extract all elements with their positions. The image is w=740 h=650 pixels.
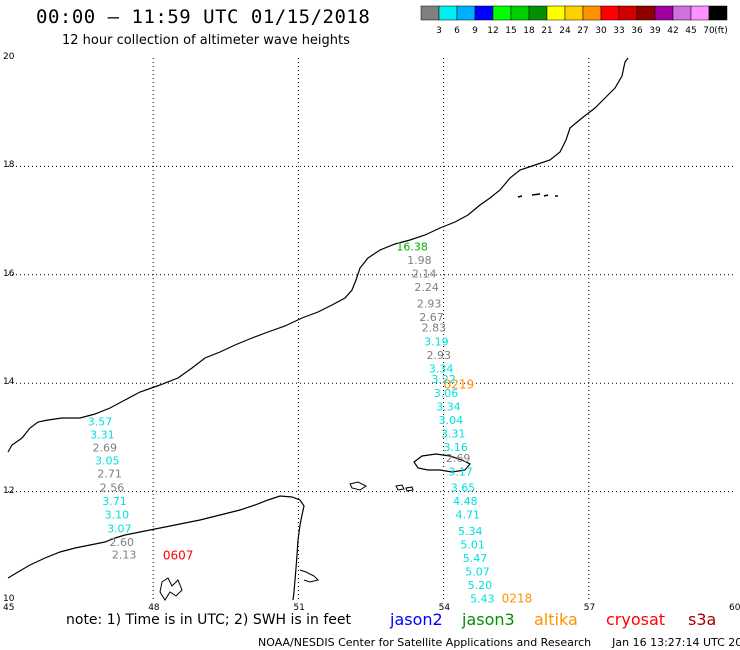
abd-al-kuri-island [349, 481, 367, 491]
kuria-muria-islands [517, 193, 558, 198]
wave-height-value: 2.60 [109, 536, 134, 549]
wave-height-value: 2.71 [97, 468, 122, 481]
wave-height-value: 3.19 [424, 335, 449, 348]
pass-time-label: 0218 [502, 592, 533, 606]
wave-height-value: 3.34 [429, 362, 454, 375]
wave-height-value: 3.05 [95, 455, 120, 468]
african-coastline [7, 495, 305, 601]
wave-height-value: 3.10 [105, 509, 130, 522]
wave-height-value: 2.69 [93, 441, 118, 454]
legend-label: 18 [523, 26, 535, 36]
arabian-coastline [7, 57, 629, 453]
wave-height-value: 2.93 [417, 297, 442, 310]
x-tick-label: 45 [3, 603, 15, 613]
pass-time-label: 0219 [444, 378, 475, 392]
legend-swatch [708, 5, 728, 21]
legend-unit: (ft) [714, 26, 728, 36]
graticule-grid [8, 58, 734, 600]
wave-height-value: 3.17 [448, 465, 473, 478]
altimeter-tracks: 16.381.982.142.242.932.672.833.192.933.3… [88, 240, 533, 605]
wave-height-value: 3.31 [441, 427, 466, 440]
x-tick-label: 51 [293, 603, 305, 613]
legend-label: 36 [631, 26, 643, 36]
wave-height-value: 16.38 [396, 240, 428, 253]
color-legend: 3 6 9 12 15 18 21 24 27 30 33 36 39 42 45 70 (ft) [420, 5, 728, 36]
wave-height-value: 2.69 [446, 452, 471, 465]
wave-height-value: 2.14 [412, 268, 437, 281]
map-subtitle: 12 hour collection of altimeter wave hei… [62, 33, 350, 48]
footer-agency: NOAA/NESDIS Center for Satellite Applica… [258, 636, 592, 649]
x-tick-label: 48 [148, 603, 160, 613]
wave-height-value: 5.01 [460, 539, 485, 552]
legend-label: 70 [703, 26, 715, 36]
djibouti-inlet [159, 577, 183, 601]
legend-label: 45 [685, 26, 696, 36]
legend-label: 21 [541, 26, 552, 36]
x-tick-label: 60 [729, 603, 740, 613]
wave-height-value: 5.34 [458, 525, 483, 538]
legend-label: 3 [436, 26, 442, 36]
pass-time-label: 0607 [163, 548, 194, 562]
y-tick-label: 18 [3, 160, 15, 171]
wave-height-value: 3.71 [102, 495, 127, 508]
wave-height-value: 4.48 [453, 495, 478, 508]
satellite-legend-item: jason3 [462, 610, 515, 629]
wave-height-value: 3.22 [431, 373, 456, 386]
wave-height-value: 5.07 [465, 566, 490, 579]
small-island-1 [395, 484, 405, 491]
satellite-legend-item: s3a [688, 610, 717, 629]
wave-height-value: 3.65 [451, 482, 476, 495]
satellite-legend-item: altika [534, 610, 578, 629]
wave-height-value: 3.34 [436, 400, 461, 413]
satellite-legend-item: cryosat [606, 610, 666, 629]
y-tick-label: 14 [3, 377, 15, 388]
legend-label: 15 [505, 26, 516, 36]
satellite-legend-item: jason2 [390, 610, 443, 629]
legend-label: 6 [454, 26, 460, 36]
x-tick-label: 54 [438, 603, 451, 613]
wave-height-value: 3.07 [107, 522, 132, 535]
wave-height-value: 2.24 [414, 281, 439, 294]
legend-label: 12 [487, 26, 498, 36]
small-island-2 [405, 486, 414, 492]
legend-label: 30 [595, 26, 607, 36]
map-title: 00:00 – 11:59 UTC 01/15/2018 [36, 6, 371, 28]
x-tick-label: 57 [583, 603, 596, 613]
note-text: note: 1) Time is in UTC; 2) SWH is in fe… [66, 612, 352, 628]
legend-label: 24 [559, 26, 571, 36]
legend-label: 42 [667, 26, 678, 36]
wave-height-value: 4.71 [456, 509, 481, 522]
legend-label: 39 [649, 26, 661, 36]
wave-height-value: 3.16 [443, 441, 468, 454]
legend-label: 27 [577, 26, 588, 36]
wave-height-value: 2.93 [427, 349, 452, 362]
wave-height-value: 3.06 [434, 387, 459, 400]
y-tick-label: 10 [3, 594, 15, 604]
wave-height-value: 1.98 [407, 254, 432, 267]
y-tick-label: 16 [3, 268, 15, 279]
wave-height-value: 5.43 [470, 593, 495, 606]
wave-height-value: 5.47 [463, 552, 488, 565]
footer: NOAA/NESDIS Center for Satellite Applica… [258, 636, 740, 649]
wave-height-value: 3.57 [88, 415, 113, 428]
y-tick-label: 20 [3, 52, 15, 62]
socotra-island [413, 453, 471, 473]
legend-label: 9 [472, 26, 478, 36]
wave-height-value: 2.67 [419, 311, 444, 324]
wave-height-value: 2.83 [422, 322, 447, 335]
wave-height-value: 3.31 [90, 428, 115, 441]
wave-height-value: 3.04 [439, 414, 464, 427]
legend-label: 33 [613, 26, 624, 36]
footer-timestamp: Jan 16 13:27:14 UTC 2018 [612, 636, 740, 649]
y-tick-label: 12 [3, 485, 15, 496]
wave-height-value: 2.56 [100, 482, 125, 495]
wave-height-value: 2.13 [112, 548, 137, 561]
coastline [7, 57, 629, 601]
wave-height-value: 5.20 [468, 579, 493, 592]
horn-tip [299, 569, 319, 583]
